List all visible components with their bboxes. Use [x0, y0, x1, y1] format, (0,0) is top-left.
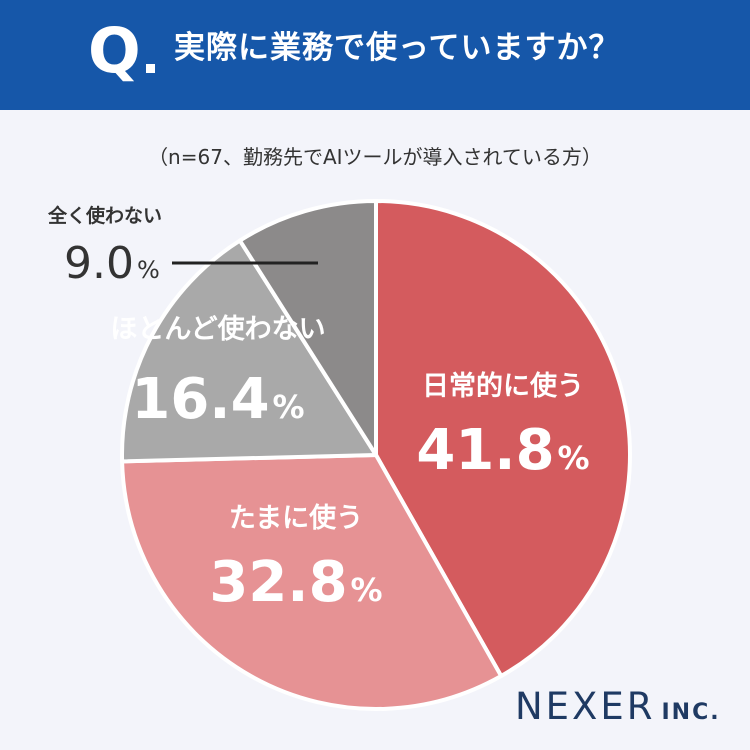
- q-letter: Q: [88, 14, 141, 87]
- value-unit: %: [351, 571, 383, 609]
- slice-rarely-use: [120, 238, 378, 464]
- logo-suffix: INC.: [661, 700, 721, 725]
- slice-name-label: 全く使わない: [47, 204, 162, 227]
- q-dot: [146, 64, 155, 73]
- value-unit: %: [558, 439, 590, 477]
- slice-name-label: たまに使う: [229, 503, 363, 534]
- company-logo: NEXER INC.: [515, 688, 721, 725]
- value-unit: %: [137, 256, 160, 284]
- label-sometimes-use: たまに使う 32.8%: [209, 503, 382, 615]
- value-number: 32.8: [209, 550, 347, 615]
- slice-daily-use: [374, 199, 632, 679]
- value-unit: %: [273, 388, 305, 426]
- slice-name-label: ほとんど使わない: [110, 314, 325, 345]
- value-number: 16.4: [131, 367, 269, 432]
- slice-name-label: 日常的に使う: [422, 370, 584, 402]
- slice-value-label: 32.8%: [209, 550, 382, 615]
- slice-value-label: 16.4%: [131, 367, 304, 432]
- label-never-use: 全く使わない 9.0%: [47, 204, 318, 289]
- question-text: 実際に業務で使っていますか？: [174, 30, 621, 66]
- slice-sometimes-use: [120, 453, 504, 711]
- slice-value-label: 41.8%: [416, 418, 589, 483]
- question-header: Q 実際に業務で使っていますか？: [0, 0, 750, 110]
- label-rarely-use: ほとんど使わない 16.4%: [110, 314, 325, 432]
- slice-value-label: 9.0%: [64, 238, 160, 289]
- value-number: 41.8: [416, 418, 554, 483]
- sample-note: （n=67、勤務先でAIツールが導入されている方）: [148, 145, 602, 169]
- label-daily-use: 日常的に使う 41.8%: [416, 370, 589, 483]
- logo-main: NEXER: [515, 685, 656, 728]
- value-number: 9.0: [64, 238, 134, 289]
